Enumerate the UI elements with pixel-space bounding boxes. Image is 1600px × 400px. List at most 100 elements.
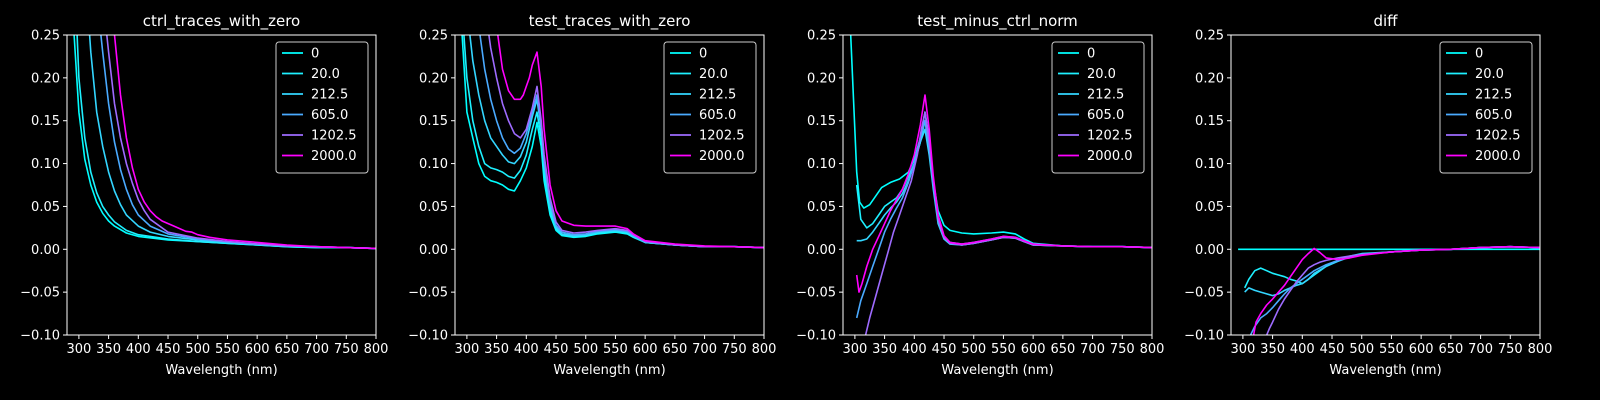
legend-label: 212.5 [1087,88,1124,103]
y-tick-label: 0.25 [807,29,836,44]
y-tick-label: 0.05 [807,200,836,215]
y-tick-label: −0.05 [20,286,60,301]
y-tick-label: 0.20 [31,71,60,86]
x-tick-label: 450 [544,342,569,357]
y-tick-label: −0.05 [1184,286,1224,301]
x-tick-label: 450 [932,342,957,357]
legend: 0 20.0 212.5 605.0 1202.5 2000.0 [1051,41,1145,174]
x-tick-label: 750 [334,342,359,357]
chart-title: diff [1373,12,1398,30]
legend-label: 212.5 [1475,88,1512,103]
plot-frame [842,34,1153,336]
y-tick-label: 0.00 [1195,243,1224,258]
legend-box [1439,41,1533,174]
x-tick-label: 650 [1438,342,1463,357]
x-tick-label: 400 [902,342,927,357]
x-tick-label: 350 [484,342,509,357]
x-tick-label: 800 [1140,342,1165,357]
legend-label: 0 [699,47,707,62]
y-tick-label: 0.10 [31,157,60,172]
y-tick-label: −0.10 [20,329,60,344]
legend-label: 0 [1475,47,1483,62]
y-tick-label: 0.00 [419,243,448,258]
legend-label: 2000.0 [311,149,357,164]
y-tick-label: 0.10 [807,157,836,172]
x-tick-label: 650 [274,342,299,357]
x-tick-label: 600 [1021,342,1046,357]
y-tick-label: 0.15 [419,114,448,129]
x-tick-label: 450 [1320,342,1345,357]
y-tick-label: −0.10 [408,329,448,344]
x-tick-label: 350 [96,342,121,357]
legend-box [663,41,757,174]
legend: 0 20.0 212.5 605.0 1202.5 2000.0 [275,41,369,174]
legend-label: 2000.0 [1087,149,1133,164]
legend-label: 0 [1087,47,1095,62]
y-tick-label: 0.00 [31,243,60,258]
legend-label: 605.0 [1087,108,1124,123]
series-line-2000.0 [497,35,764,249]
x-axis-label: Wavelength (nm) [1329,363,1441,378]
legend-label: 605.0 [699,108,736,123]
x-tick-label: 750 [1110,342,1135,357]
legend-label: 0 [311,47,319,62]
x-tick-label: 450 [156,342,181,357]
x-tick-label: 700 [304,342,329,357]
series-line-2000.0 [113,35,376,250]
legend-label: 212.5 [699,88,736,103]
subplot-1: ctrl_traces_with_zero 300 350 400 450 500 550 6… [20,12,388,378]
plot-frame [1230,34,1541,336]
x-tick-label: 750 [722,342,747,357]
legend-label: 212.5 [311,88,348,103]
x-axis-label: Wavelength (nm) [553,363,665,378]
legend-label: 1202.5 [1087,129,1133,144]
y-tick-label: 0.15 [1195,114,1224,129]
y-tick-label: 0.00 [807,243,836,258]
x-tick-label: 600 [245,342,270,357]
series-group [461,35,764,249]
y-tick-label: 0.15 [807,114,836,129]
legend-label: 20.0 [699,67,728,82]
y-tick-label: −0.05 [408,286,448,301]
series-group [1238,245,1540,335]
series-line-2000.0 [855,94,1152,293]
y-tick-label: 0.25 [1195,29,1224,44]
y-tick-label: −0.05 [796,286,836,301]
x-tick-label: 800 [364,342,389,357]
legend-label: 1202.5 [699,129,745,144]
legend-label: 1202.5 [311,129,357,144]
y-tick-label: 0.25 [31,29,60,44]
x-tick-label: 650 [1050,342,1075,357]
x-tick-label: 550 [215,342,240,357]
chart-title: test_minus_ctrl_norm [917,12,1078,31]
x-tick-label: 300 [1230,342,1255,357]
x-tick-label: 700 [1080,342,1105,357]
legend-box [1051,41,1145,174]
x-tick-label: 600 [633,342,658,357]
x-tick-label: 550 [991,342,1016,357]
x-tick-label: 550 [1379,342,1404,357]
x-tick-label: 400 [126,342,151,357]
plot-frame [454,34,765,336]
y-tick-label: 0.05 [31,200,60,215]
y-tick-label: 0.05 [419,200,448,215]
legend-label: 20.0 [311,67,340,82]
y-tick-label: 0.05 [1195,200,1224,215]
subplot-2: test_traces_with_zero 300 350 400 450 500 550 6… [408,12,776,378]
y-tick-label: 0.10 [1195,157,1224,172]
x-tick-label: 700 [692,342,717,357]
legend: 0 20.0 212.5 605.0 1202.5 2000.0 [1439,41,1533,174]
subplot-3: test_minus_ctrl_norm 300 350 400 450 500 550 60… [796,12,1164,378]
x-tick-label: 800 [752,342,777,357]
x-tick-label: 350 [872,342,897,357]
x-tick-label: 700 [1468,342,1493,357]
x-tick-label: 550 [603,342,628,357]
chart-title: test_traces_with_zero [529,12,691,31]
legend-label: 605.0 [311,108,348,123]
x-tick-label: 500 [1349,342,1374,357]
y-tick-label: 0.20 [807,71,836,86]
y-tick-label: −0.10 [796,329,836,344]
series-line-20.0 [76,35,376,250]
